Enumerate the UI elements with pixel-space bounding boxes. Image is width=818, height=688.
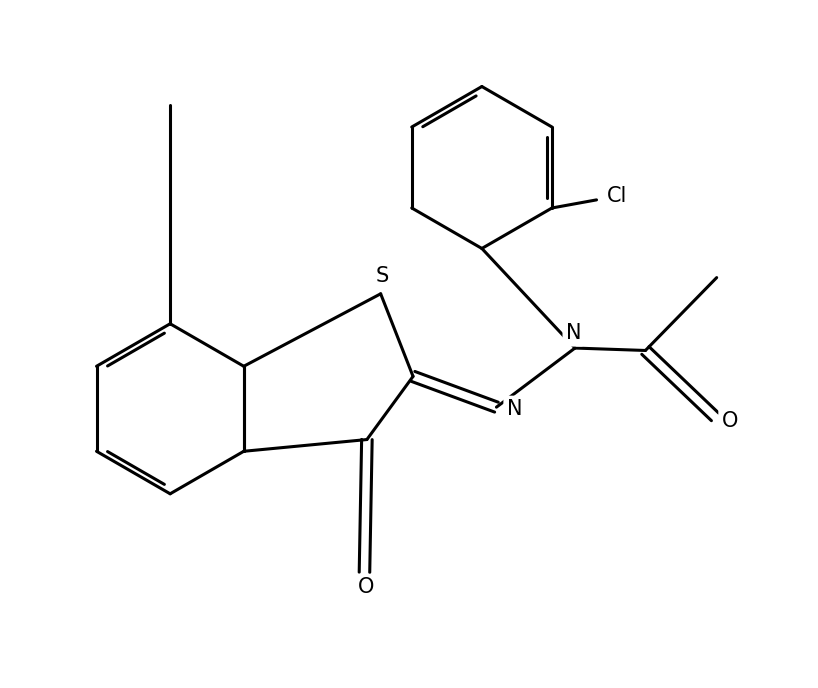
Text: N: N (565, 323, 581, 343)
Text: O: O (358, 577, 375, 597)
Text: N: N (506, 399, 522, 419)
Text: Cl: Cl (607, 186, 627, 206)
Text: O: O (721, 411, 738, 431)
Text: S: S (375, 266, 389, 286)
